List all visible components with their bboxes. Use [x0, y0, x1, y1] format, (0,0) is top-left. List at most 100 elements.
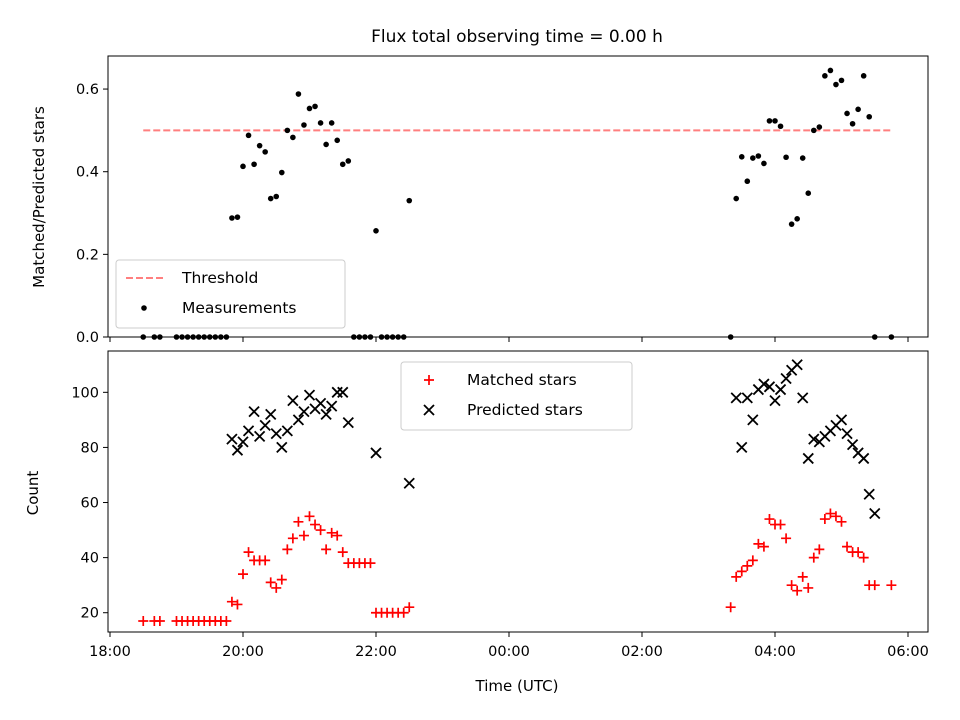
x-tick-label: 00:00: [488, 644, 530, 660]
data-point: [833, 81, 839, 88]
series-measurements: [140, 67, 895, 340]
y-tick-label: 40: [81, 551, 99, 567]
data-point: [212, 334, 219, 340]
data-point: [761, 160, 767, 167]
plot-frame: [107, 55, 929, 338]
data-point: [830, 511, 841, 522]
data-point: [221, 615, 232, 626]
data-point: [846, 439, 859, 451]
data-point: [321, 544, 332, 555]
data-point: [138, 615, 149, 626]
data-point: [769, 394, 781, 407]
data-point: [827, 67, 834, 74]
data-point: [844, 110, 850, 117]
data-point: [315, 525, 326, 536]
legend-label: Predicted stars: [467, 401, 583, 419]
chart-title: Flux total observing time = 0.00 h: [371, 27, 663, 47]
data-point: [284, 127, 291, 134]
data-point: [265, 408, 277, 420]
data-point: [797, 392, 809, 404]
data-point: [764, 514, 775, 525]
x-tick-label: 22:00: [355, 644, 397, 660]
data-point: [267, 195, 274, 202]
data-point: [750, 155, 756, 161]
data-point: [871, 334, 878, 340]
data-point: [384, 334, 390, 340]
data-point: [794, 216, 800, 222]
plot-frame: [107, 350, 929, 633]
data-point: [190, 334, 196, 340]
data-point: [797, 571, 808, 582]
data-point: [404, 602, 415, 613]
y-tick-label: 0.2: [76, 247, 99, 263]
data-point: [836, 516, 847, 527]
data-point: [226, 596, 237, 607]
data-point: [339, 161, 346, 168]
legend-label: Matched stars: [467, 371, 577, 389]
x-tick-label: 02:00: [621, 644, 663, 660]
x-axis-label: Time (UTC): [475, 677, 559, 695]
data-point: [256, 142, 263, 149]
data-point: [298, 405, 310, 418]
data-point: [802, 452, 814, 465]
x-tick-label: 04:00: [754, 644, 796, 660]
data-point: [201, 334, 208, 340]
data-point: [788, 221, 795, 227]
data-point: [367, 334, 374, 340]
data-point: [733, 195, 740, 202]
data-point: [154, 615, 165, 626]
data-point: [238, 569, 248, 580]
data-point: [276, 441, 288, 454]
data-point: [736, 441, 748, 454]
legend-swatch: [423, 404, 435, 416]
data-point: [866, 113, 873, 120]
data-point: [725, 602, 736, 613]
legend-box: [400, 361, 633, 431]
data-point: [727, 334, 734, 340]
data-point: [389, 334, 396, 340]
data-point: [334, 137, 341, 144]
data-point: [398, 607, 409, 618]
data-point: [373, 227, 379, 234]
data-point: [262, 149, 268, 155]
data-point: [287, 394, 299, 407]
data-point: [362, 334, 368, 340]
y-tick-label: 0.4: [76, 165, 99, 181]
data-point: [869, 507, 881, 520]
data-point: [293, 516, 304, 527]
data-point: [853, 547, 864, 558]
data-point: [747, 555, 758, 566]
data-point: [860, 73, 867, 79]
data-point: [777, 123, 784, 130]
data-point: [741, 392, 753, 404]
x-tick-label: 06:00: [887, 644, 929, 660]
data-point: [248, 405, 260, 418]
data-point: [791, 359, 803, 371]
data-point: [747, 414, 759, 426]
data-point: [819, 514, 830, 525]
data-point: [157, 334, 163, 340]
data-point: [278, 169, 285, 176]
data-point: [265, 577, 276, 588]
data-point: [226, 433, 238, 445]
data-point: [326, 527, 337, 538]
data-point: [281, 425, 293, 437]
y-tick-label: 80: [81, 440, 99, 456]
legend-swatch: [424, 375, 434, 385]
data-point: [295, 91, 302, 97]
data-point: [792, 585, 803, 596]
x-tick-label: 18:00: [89, 644, 131, 660]
data-point: [808, 552, 819, 563]
bottom-y-axis-label: Count: [24, 471, 42, 516]
data-point: [292, 414, 305, 426]
data-point: [744, 178, 751, 185]
data-point: [231, 444, 244, 456]
data-point: [838, 77, 845, 84]
data-point: [755, 153, 762, 159]
data-point: [378, 334, 385, 340]
data-point: [351, 334, 357, 340]
series-matched-stars: [138, 508, 897, 626]
data-point: [395, 334, 401, 340]
legend-label: Threshold: [181, 269, 258, 287]
